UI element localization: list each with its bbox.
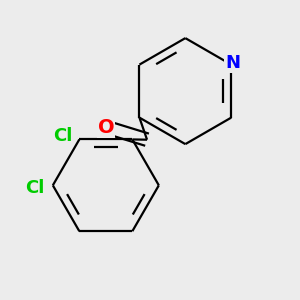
Text: N: N xyxy=(225,54,240,72)
Text: Cl: Cl xyxy=(53,128,73,146)
Text: O: O xyxy=(98,118,114,137)
Text: Cl: Cl xyxy=(26,179,45,197)
